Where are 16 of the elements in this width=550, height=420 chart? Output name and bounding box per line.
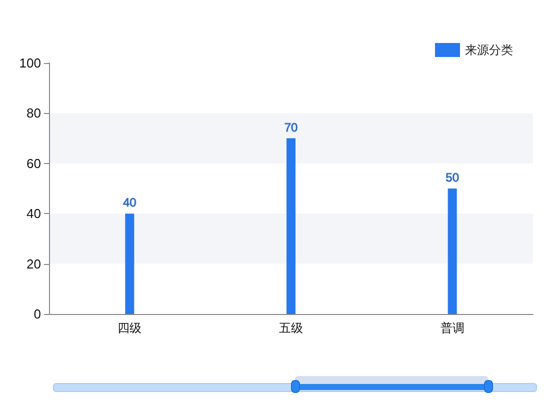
- y-tick-label: 0: [34, 306, 41, 322]
- x-tick-label: 五级: [279, 321, 303, 335]
- bar: [448, 188, 457, 314]
- y-tick-label: 80: [26, 106, 41, 121]
- bar: [286, 138, 296, 314]
- x-tick-label: 四级: [118, 321, 142, 335]
- y-tick-label: 40: [26, 206, 41, 222]
- y-tick-label: 20: [26, 256, 41, 272]
- data-label: 50: [446, 170, 460, 184]
- x-tick-label: 普调: [440, 321, 464, 335]
- data-label: 40: [122, 196, 137, 210]
- y-tick-label: 60: [26, 156, 41, 171]
- y-tick-label: 100: [19, 56, 41, 70]
- bar: [125, 214, 134, 314]
- legend-label: 来源分类: [465, 43, 513, 57]
- data-label: 70: [284, 120, 298, 134]
